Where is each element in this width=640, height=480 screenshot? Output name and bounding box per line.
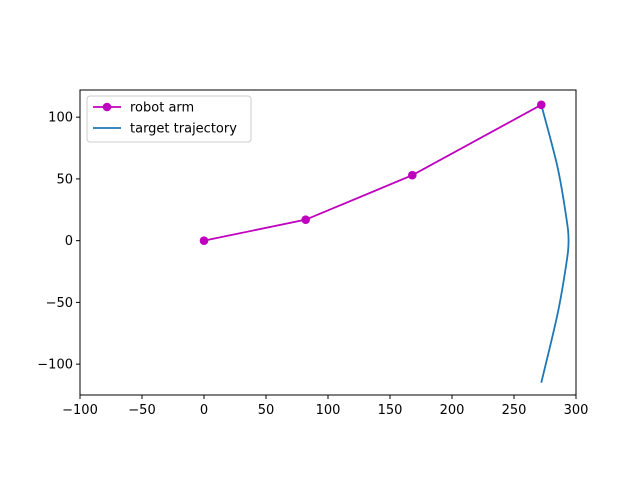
axes: −100 −50 0 50 100 150 200 250 300 −100 −50 0 50 100 bbox=[37, 89, 589, 418]
data-point bbox=[199, 236, 209, 245]
x-tick-label: 0 bbox=[200, 403, 208, 418]
data-point bbox=[301, 215, 310, 224]
legend-item: target trajectory bbox=[93, 122, 237, 137]
legend: robot arm target trajectory bbox=[86, 95, 252, 143]
x-tick-label: 150 bbox=[378, 403, 403, 418]
y-tick-label: 100 bbox=[48, 111, 73, 126]
x-tick-label: −100 bbox=[62, 403, 98, 418]
plot-area bbox=[199, 100, 570, 383]
x-tick-label: 300 bbox=[564, 403, 589, 418]
x-tick-label: 100 bbox=[316, 403, 341, 418]
legend-label: robot arm bbox=[130, 101, 194, 116]
data-point bbox=[536, 100, 546, 110]
series-target-trajectory bbox=[540, 104, 570, 383]
x-tick-label: 200 bbox=[440, 403, 465, 418]
x-tick-label: 250 bbox=[502, 403, 527, 418]
x-tick-label: −50 bbox=[128, 403, 155, 418]
series-line bbox=[540, 104, 570, 383]
y-tick-label: −50 bbox=[46, 296, 73, 311]
y-tick-label: 0 bbox=[65, 234, 73, 249]
x-tick-label: 50 bbox=[258, 403, 275, 418]
legend-swatch-marker bbox=[102, 102, 112, 112]
data-point bbox=[408, 170, 417, 180]
y-tick-label: 50 bbox=[56, 172, 73, 187]
legend-box bbox=[86, 95, 252, 143]
series-robot-arm bbox=[199, 100, 546, 245]
legend-label: target trajectory bbox=[130, 122, 237, 137]
legend-item: robot arm bbox=[93, 101, 194, 116]
y-tick-label: −100 bbox=[37, 358, 73, 373]
series-line bbox=[203, 104, 542, 242]
